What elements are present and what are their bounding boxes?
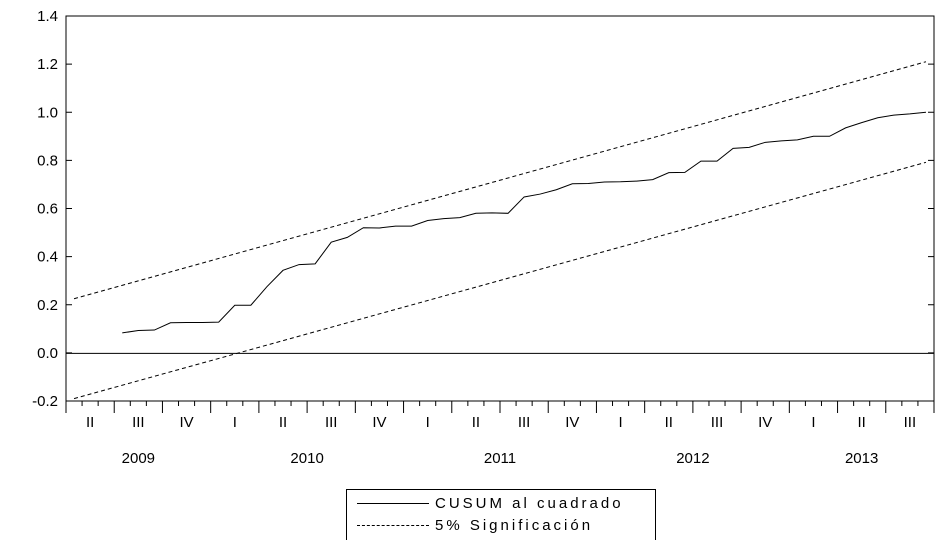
plot-frame [65,15,935,402]
x-quarter-label: I [233,414,237,431]
legend-label-cusum: CUSUM al cuadrado [435,494,624,512]
x-quarter-label: III [132,414,145,431]
x-year-label: 2009 [122,450,155,467]
cusum-squared-line [122,111,927,334]
x-quarter-label: III [325,414,338,431]
significance-band-line [73,161,927,400]
x-year-label: 2012 [676,450,709,467]
legend-swatch-solid [357,502,429,504]
y-axis: -0.2 0.0 0.2 0.4 0.6 0.8 1.0 1.2 1.4 [32,8,934,410]
x-quarter-label: I [811,414,815,431]
x-year-label: 2013 [845,450,878,467]
x-quarter-label: II [279,414,287,431]
y-tick-label: 1.0 [37,104,58,121]
x-year-label: 2011 [484,450,516,467]
x-axis: II III IV I II III IV I II III IV I II III IV I II III200… [65,401,935,467]
significance-band-line [73,61,927,300]
y-tick-label: 0.2 [37,297,58,314]
x-quarter-label: IV [372,414,386,431]
legend-swatch-dashed [357,524,429,526]
x-quarter-label: IV [179,414,193,431]
x-quarter-label: IV [758,414,772,431]
x-quarter-label: II [472,414,480,431]
x-quarter-label: III [518,414,531,431]
legend-entry-cusum: CUSUM al cuadrado [357,493,624,513]
y-tick-label: 1.4 [37,8,58,25]
legend-entry-significance: 5% Significación [357,515,593,535]
y-tick-label: 0.4 [37,249,58,266]
x-quarter-label: I [618,414,622,431]
y-tick-label: 0.0 [37,345,58,362]
x-quarter-label: II [665,414,673,431]
x-quarter-label: III [711,414,724,431]
series-layer [73,61,927,400]
legend: CUSUM al cuadrado 5% Significación [346,489,656,540]
y-tick-label: 0.8 [37,152,58,169]
x-quarter-label: II [857,414,865,431]
y-tick-label: 0.6 [37,201,58,218]
x-quarter-label: I [426,414,430,431]
x-year-label: 2010 [290,450,323,467]
legend-label-significance: 5% Significación [435,516,594,534]
x-quarter-label: IV [565,414,579,431]
x-quarter-label: II [86,414,94,431]
y-tick-label: 1.2 [37,56,58,73]
x-quarter-label: III [904,414,917,431]
y-tick-label: -0.2 [32,393,58,410]
